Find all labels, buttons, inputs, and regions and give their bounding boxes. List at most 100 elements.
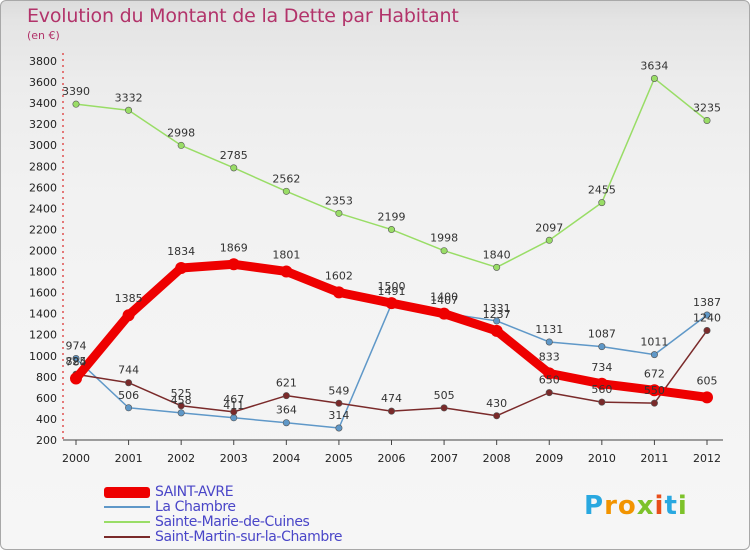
data-point-saint-martin-sur-la-chambre bbox=[335, 399, 343, 407]
data-label-saint-martin-sur-la-chambre: 430 bbox=[486, 397, 507, 410]
data-label-sainte-marie-de-cuines: 3390 bbox=[62, 85, 90, 98]
data-point-saint-avre bbox=[701, 391, 713, 404]
y-tick-label: 1000 bbox=[29, 350, 57, 363]
data-label-la-chambre: 974 bbox=[66, 340, 87, 353]
x-tick-label: 2004 bbox=[272, 452, 300, 465]
x-tick-label: 2005 bbox=[325, 452, 353, 465]
data-label-la-chambre: 1131 bbox=[535, 323, 563, 336]
y-tick-label: 400 bbox=[36, 413, 57, 426]
data-labels-layer: 974 506 458 411 364 314 1491 1407 1331 1131 1087 10… bbox=[62, 59, 721, 422]
data-label-sainte-marie-de-cuines: 1840 bbox=[483, 248, 511, 261]
data-label-saint-avre: 1834 bbox=[167, 245, 195, 258]
data-point-la-chambre bbox=[230, 414, 238, 422]
data-label-la-chambre: 1331 bbox=[483, 302, 511, 315]
data-label-saint-avre: 1801 bbox=[272, 248, 300, 261]
legend-swatch-sainte-marie bbox=[104, 521, 150, 523]
data-label-saint-avre: 833 bbox=[539, 350, 560, 363]
logo-letter: x bbox=[636, 491, 655, 521]
y-tick-label: 2200 bbox=[29, 223, 57, 236]
data-point-la-chambre bbox=[493, 317, 501, 325]
data-label-la-chambre: 1491 bbox=[378, 285, 406, 298]
y-tick-label: 2400 bbox=[29, 202, 57, 215]
data-label-sainte-marie-de-cuines: 3332 bbox=[115, 91, 143, 104]
y-tick-label: 200 bbox=[36, 434, 57, 447]
data-label-saint-avre: 734 bbox=[591, 361, 612, 374]
line-chart: 200 400 600 800 1000 1200 1400 1600 1800 2000 2200… bbox=[29, 53, 723, 465]
data-point-sainte-marie-de-cuines bbox=[493, 263, 501, 271]
data-point-sainte-marie-de-cuines bbox=[545, 236, 553, 244]
y-tick-label: 3400 bbox=[29, 97, 57, 110]
data-point-la-chambre bbox=[703, 311, 711, 319]
data-label-la-chambre: 411 bbox=[223, 399, 244, 412]
data-label-la-chambre: 1387 bbox=[693, 296, 721, 309]
data-point-saint-martin-sur-la-chambre bbox=[387, 407, 395, 415]
data-label-saint-avre: 1400 bbox=[430, 291, 458, 304]
data-label-saint-avre: 784 bbox=[66, 356, 87, 369]
data-label-saint-martin-sur-la-chambre: 744 bbox=[118, 364, 139, 377]
data-point-saint-avre bbox=[543, 367, 556, 380]
data-label-saint-avre: 1237 bbox=[483, 308, 511, 321]
y-tick-label: 2800 bbox=[29, 160, 57, 173]
logo-letter: t bbox=[664, 491, 678, 521]
data-point-saint-martin-sur-la-chambre bbox=[650, 399, 658, 407]
data-label-sainte-marie-de-cuines: 2785 bbox=[220, 149, 248, 162]
data-point-saint-martin-sur-la-chambre bbox=[125, 379, 133, 387]
logo-letter: o bbox=[617, 491, 637, 521]
y-tick-label: 800 bbox=[36, 371, 57, 384]
legend-item-la-chambre: La Chambre bbox=[104, 500, 424, 515]
x-tick-label: 2012 bbox=[693, 452, 721, 465]
data-point-la-chambre bbox=[72, 355, 80, 363]
y-tick-label: 2000 bbox=[29, 245, 57, 258]
y-tick-label: 1800 bbox=[29, 266, 57, 279]
data-point-saint-martin-sur-la-chambre bbox=[230, 408, 238, 416]
x-tick-label: 2002 bbox=[167, 452, 195, 465]
data-label-sainte-marie-de-cuines: 2455 bbox=[588, 184, 616, 197]
legend-label-la-chambre: La Chambre bbox=[155, 499, 236, 515]
y-tick-label: 1400 bbox=[29, 308, 57, 321]
data-label-sainte-marie-de-cuines: 2562 bbox=[272, 172, 300, 185]
data-label-la-chambre: 364 bbox=[276, 404, 297, 417]
data-point-saint-martin-sur-la-chambre bbox=[440, 404, 448, 412]
legend-label-saint-avre: SAINT-AVRE bbox=[155, 484, 234, 500]
y-tick-label: 600 bbox=[36, 392, 57, 405]
axes: 200 400 600 800 1000 1200 1400 1600 1800 2000 2200… bbox=[29, 53, 723, 465]
series-layer bbox=[70, 74, 713, 432]
data-label-saint-avre: 1602 bbox=[325, 269, 353, 282]
data-point-la-chambre bbox=[282, 419, 290, 427]
data-label-saint-avre: 605 bbox=[697, 374, 718, 387]
data-label-la-chambre: 314 bbox=[328, 409, 349, 422]
chart-subtitle: (en €) bbox=[27, 29, 60, 42]
data-label-la-chambre: 458 bbox=[171, 394, 192, 407]
y-tick-label: 3800 bbox=[29, 55, 57, 68]
y-tick-label: 2600 bbox=[29, 181, 57, 194]
data-label-la-chambre: 506 bbox=[118, 389, 139, 402]
y-tick-label: 1200 bbox=[29, 329, 57, 342]
data-point-saint-avre bbox=[70, 372, 82, 385]
data-point-sainte-marie-de-cuines bbox=[335, 209, 343, 217]
data-point-sainte-marie-de-cuines bbox=[125, 106, 133, 114]
data-point-sainte-marie-de-cuines bbox=[650, 74, 658, 82]
data-point-saint-avre bbox=[280, 265, 293, 278]
legend-item-sainte-marie: Sainte-Marie-de-Cuines bbox=[104, 515, 424, 530]
data-point-sainte-marie-de-cuines bbox=[282, 187, 290, 195]
x-tick-label: 2006 bbox=[378, 452, 406, 465]
data-label-sainte-marie-de-cuines: 2199 bbox=[378, 211, 406, 224]
data-label-saint-martin-sur-la-chambre: 560 bbox=[591, 383, 612, 396]
legend-swatch-saint-martin bbox=[104, 536, 150, 538]
data-point-saint-avre bbox=[332, 286, 345, 299]
data-label-saint-martin-sur-la-chambre: 549 bbox=[328, 384, 349, 397]
data-label-saint-martin-sur-la-chambre: 467 bbox=[223, 393, 244, 406]
data-point-sainte-marie-de-cuines bbox=[72, 100, 80, 108]
data-point-saint-martin-sur-la-chambre bbox=[493, 412, 501, 420]
data-point-sainte-marie-de-cuines bbox=[177, 141, 185, 149]
data-label-saint-martin-sur-la-chambre: 1240 bbox=[693, 312, 721, 325]
series-line-sainte-marie-de-cuines bbox=[75, 77, 708, 269]
y-tick-label: 3200 bbox=[29, 118, 57, 131]
legend-label-saint-martin: Saint-Martin-sur-la-Chambre bbox=[155, 529, 343, 545]
legend: SAINT-AVRE La Chambre Sainte-Marie-de-Cu… bbox=[104, 485, 424, 545]
data-point-la-chambre bbox=[125, 404, 133, 412]
x-tick-label: 2008 bbox=[483, 452, 511, 465]
x-tick-label: 2010 bbox=[588, 452, 616, 465]
data-point-saint-avre bbox=[438, 307, 451, 320]
data-point-saint-avre bbox=[595, 377, 608, 390]
